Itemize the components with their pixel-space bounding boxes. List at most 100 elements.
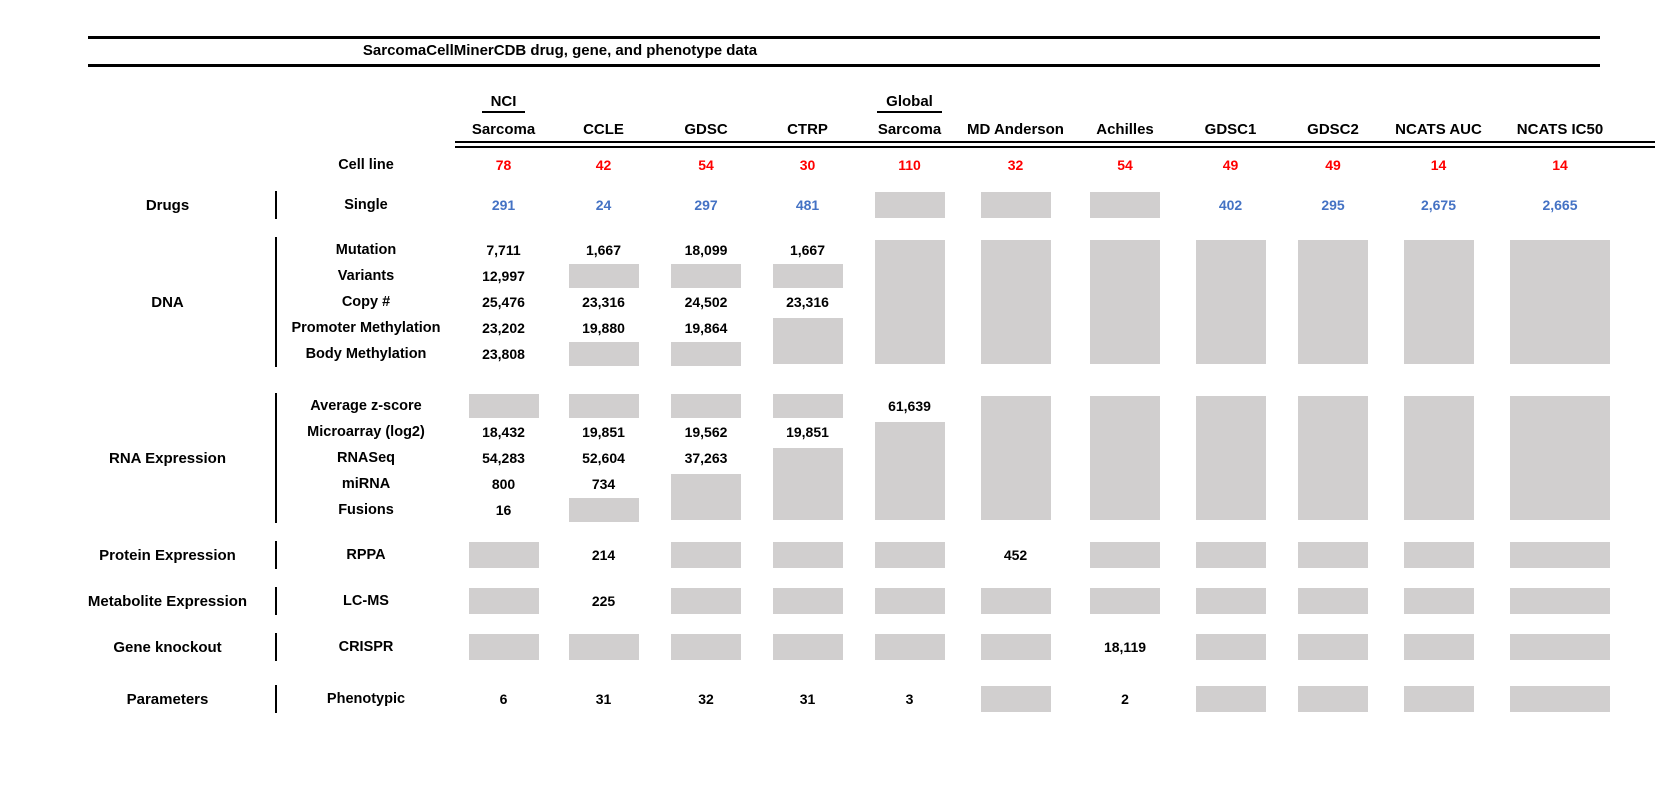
missing-data-box [568, 394, 639, 418]
data-column [455, 633, 552, 661]
missing-data-slot [655, 393, 757, 419]
data-value: 18,099 [684, 242, 728, 258]
data-value: 23,316 [582, 294, 625, 310]
missing-data-slot [1180, 633, 1281, 661]
missing-data-slot [1281, 633, 1385, 661]
missing-data-box [1298, 588, 1368, 614]
table-title: SarcomaCellMinerCDB drug, gene, and phen… [362, 42, 758, 59]
data-column [858, 191, 961, 219]
data-column: 295 [1281, 191, 1385, 219]
row-label: Phenotypic [326, 691, 406, 707]
data-column [455, 587, 552, 615]
column-header-row: NCI Sarcoma CCLE GDSC CTRP Global Sarcoma MD An… [60, 89, 1669, 141]
missing-data-box [468, 394, 539, 418]
row-label: Promoter Methylation [291, 320, 441, 336]
data-value: 19,851 [582, 424, 625, 440]
data-value: 19,880 [582, 320, 625, 336]
missing-data-box [874, 240, 945, 364]
column-header: NCATS AUC [1385, 89, 1492, 141]
missing-data-slot [858, 541, 961, 569]
data-value: 3 [905, 691, 914, 707]
missing-data-slot [757, 587, 858, 615]
column-header: MD Anderson [961, 89, 1070, 141]
missing-data-box [980, 192, 1051, 218]
column-header: CCLE [552, 89, 655, 141]
data-column [1385, 237, 1492, 367]
column-header-top-label: NCI [481, 94, 526, 113]
data-column [961, 237, 1070, 367]
data-column: 32 [655, 685, 757, 713]
data-column [1385, 633, 1492, 661]
section-gene-knockout: Gene knockout CRISPR 18,119 [60, 633, 1669, 661]
missing-data-box [1298, 542, 1368, 568]
missing-data-box [980, 396, 1051, 520]
category-label: DNA [151, 293, 184, 311]
data-column [1281, 633, 1385, 661]
column-header-label: CCLE [583, 121, 624, 138]
data-column [1070, 191, 1180, 219]
missing-data-box [568, 342, 639, 366]
row-label: Fusions [338, 502, 394, 518]
missing-data-slot [757, 445, 858, 523]
data-column: 24 [552, 191, 655, 219]
column-header: Global Sarcoma [858, 89, 961, 141]
data-column: 32 [961, 152, 1070, 178]
row-label: Variants [337, 268, 395, 284]
column-header-top-line: NCI [481, 89, 526, 113]
data-column [1492, 393, 1628, 523]
missing-data-slot [757, 393, 858, 419]
missing-data-slot [1281, 587, 1385, 615]
section-protein-expression: Protein Expression RPPA 214 452 [60, 541, 1669, 569]
row-label-column: Average z-score Microarray (log2) RNASeq mi… [277, 393, 455, 523]
missing-data-box [874, 192, 945, 218]
missing-data-box [1298, 396, 1368, 520]
data-column: 2 [1070, 685, 1180, 713]
missing-data-slot [1492, 237, 1628, 367]
missing-data-slot [961, 633, 1070, 661]
data-value: 54,283 [482, 450, 525, 466]
data-column [1281, 587, 1385, 615]
data-value: 52,604 [582, 450, 625, 466]
missing-data-box [1510, 588, 1610, 614]
data-column [655, 541, 757, 569]
data-column: 7,711 12,997 25,476 23,202 23,808 [455, 237, 552, 367]
missing-data-slot [655, 633, 757, 661]
column-header: NCATS IC50 [1492, 89, 1628, 141]
category-divider-line [275, 685, 277, 713]
missing-data-box [1298, 686, 1368, 712]
missing-data-slot [961, 191, 1070, 219]
data-column [1492, 685, 1628, 713]
missing-data-box [772, 634, 843, 660]
data-column: 31 [757, 685, 858, 713]
column-header-top-label: Global [877, 94, 942, 113]
data-column [1385, 587, 1492, 615]
cell-line-count: 42 [595, 157, 612, 173]
missing-data-box [568, 264, 639, 288]
data-column: 14 [1385, 152, 1492, 178]
data-value: 12,997 [482, 268, 525, 284]
missing-data-slot [1385, 541, 1492, 569]
column-header-label: GDSC [684, 121, 728, 138]
row-label: Copy # [341, 294, 391, 310]
missing-data-slot [455, 541, 552, 569]
missing-data-box [671, 542, 741, 568]
section-dna: DNA Mutation Variants Copy # Promoter Methyl… [60, 237, 1669, 367]
data-value: 402 [1218, 197, 1243, 213]
data-value: 734 [591, 476, 616, 492]
missing-data-slot [1070, 237, 1180, 367]
missing-data-box [980, 588, 1051, 614]
data-column [1070, 541, 1180, 569]
missing-data-slot [961, 587, 1070, 615]
data-value: 19,562 [684, 424, 728, 440]
missing-data-box [1195, 686, 1266, 712]
data-column [1180, 633, 1281, 661]
data-column [1180, 587, 1281, 615]
category-label: Protein Expression [99, 546, 236, 564]
missing-data-box [1298, 240, 1368, 364]
category-label [60, 152, 275, 178]
data-column [961, 633, 1070, 661]
missing-data-box [772, 588, 843, 614]
column-header: NCI Sarcoma [455, 89, 552, 141]
missing-data-box [1090, 588, 1160, 614]
data-column [1385, 541, 1492, 569]
